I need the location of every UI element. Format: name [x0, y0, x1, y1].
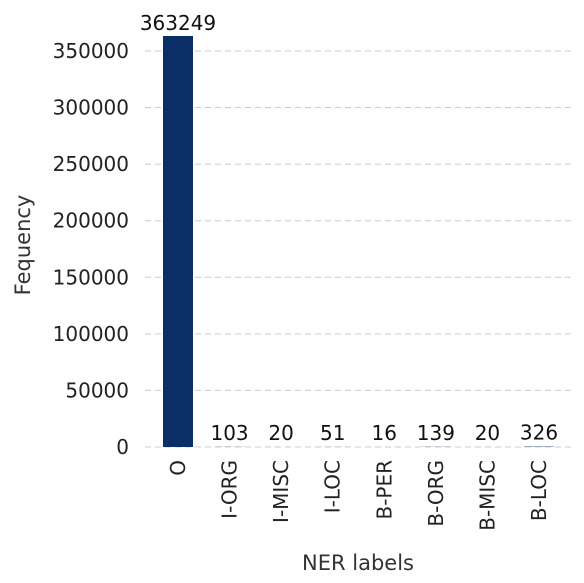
data-label: 51: [320, 421, 345, 445]
y-tick-label: 150000: [53, 265, 129, 289]
x-tick-label: B-MISC: [475, 460, 499, 531]
data-label: 16: [372, 421, 397, 445]
bars-group: [163, 35, 554, 448]
x-tick-label: I-ORG: [218, 460, 242, 519]
x-tick-labels: O I-ORG I-MISC I-LOC B-PER B-ORG B-MISC B-LOC: [166, 460, 551, 531]
data-label: 20: [475, 421, 500, 445]
x-tick-label: B-PER: [372, 460, 396, 520]
data-label: 139: [417, 421, 455, 445]
y-tick-label: 0: [116, 435, 129, 459]
y-tick-labels: 0 50000 100000 150000 200000 250000 300000 3500…: [53, 39, 129, 459]
bar-o: [163, 35, 193, 448]
y-tick-label: 50000: [65, 378, 129, 402]
x-tick-label: B-ORG: [424, 460, 448, 527]
x-tick-label: I-MISC: [269, 460, 293, 523]
y-tick-label: 100000: [53, 322, 129, 346]
y-tick-label: 200000: [53, 209, 129, 233]
y-tick-label: 300000: [53, 96, 129, 120]
y-tick-label: 250000: [53, 152, 129, 176]
x-tick-label: O: [166, 460, 190, 476]
x-axis-title: NER labels: [302, 551, 414, 575]
grid-lines: [145, 50, 574, 448]
data-labels: 363249 103 20 51 16 139 20 326: [140, 11, 558, 445]
data-label: 363249: [140, 11, 216, 35]
x-tick-label: I-LOC: [321, 460, 345, 513]
data-label: 326: [520, 421, 558, 445]
y-tick-label: 350000: [53, 39, 129, 63]
x-tick-label: B-LOC: [527, 460, 551, 521]
data-label: 103: [210, 421, 248, 445]
data-label: 20: [268, 421, 293, 445]
y-axis-title: Fequency: [11, 195, 35, 296]
